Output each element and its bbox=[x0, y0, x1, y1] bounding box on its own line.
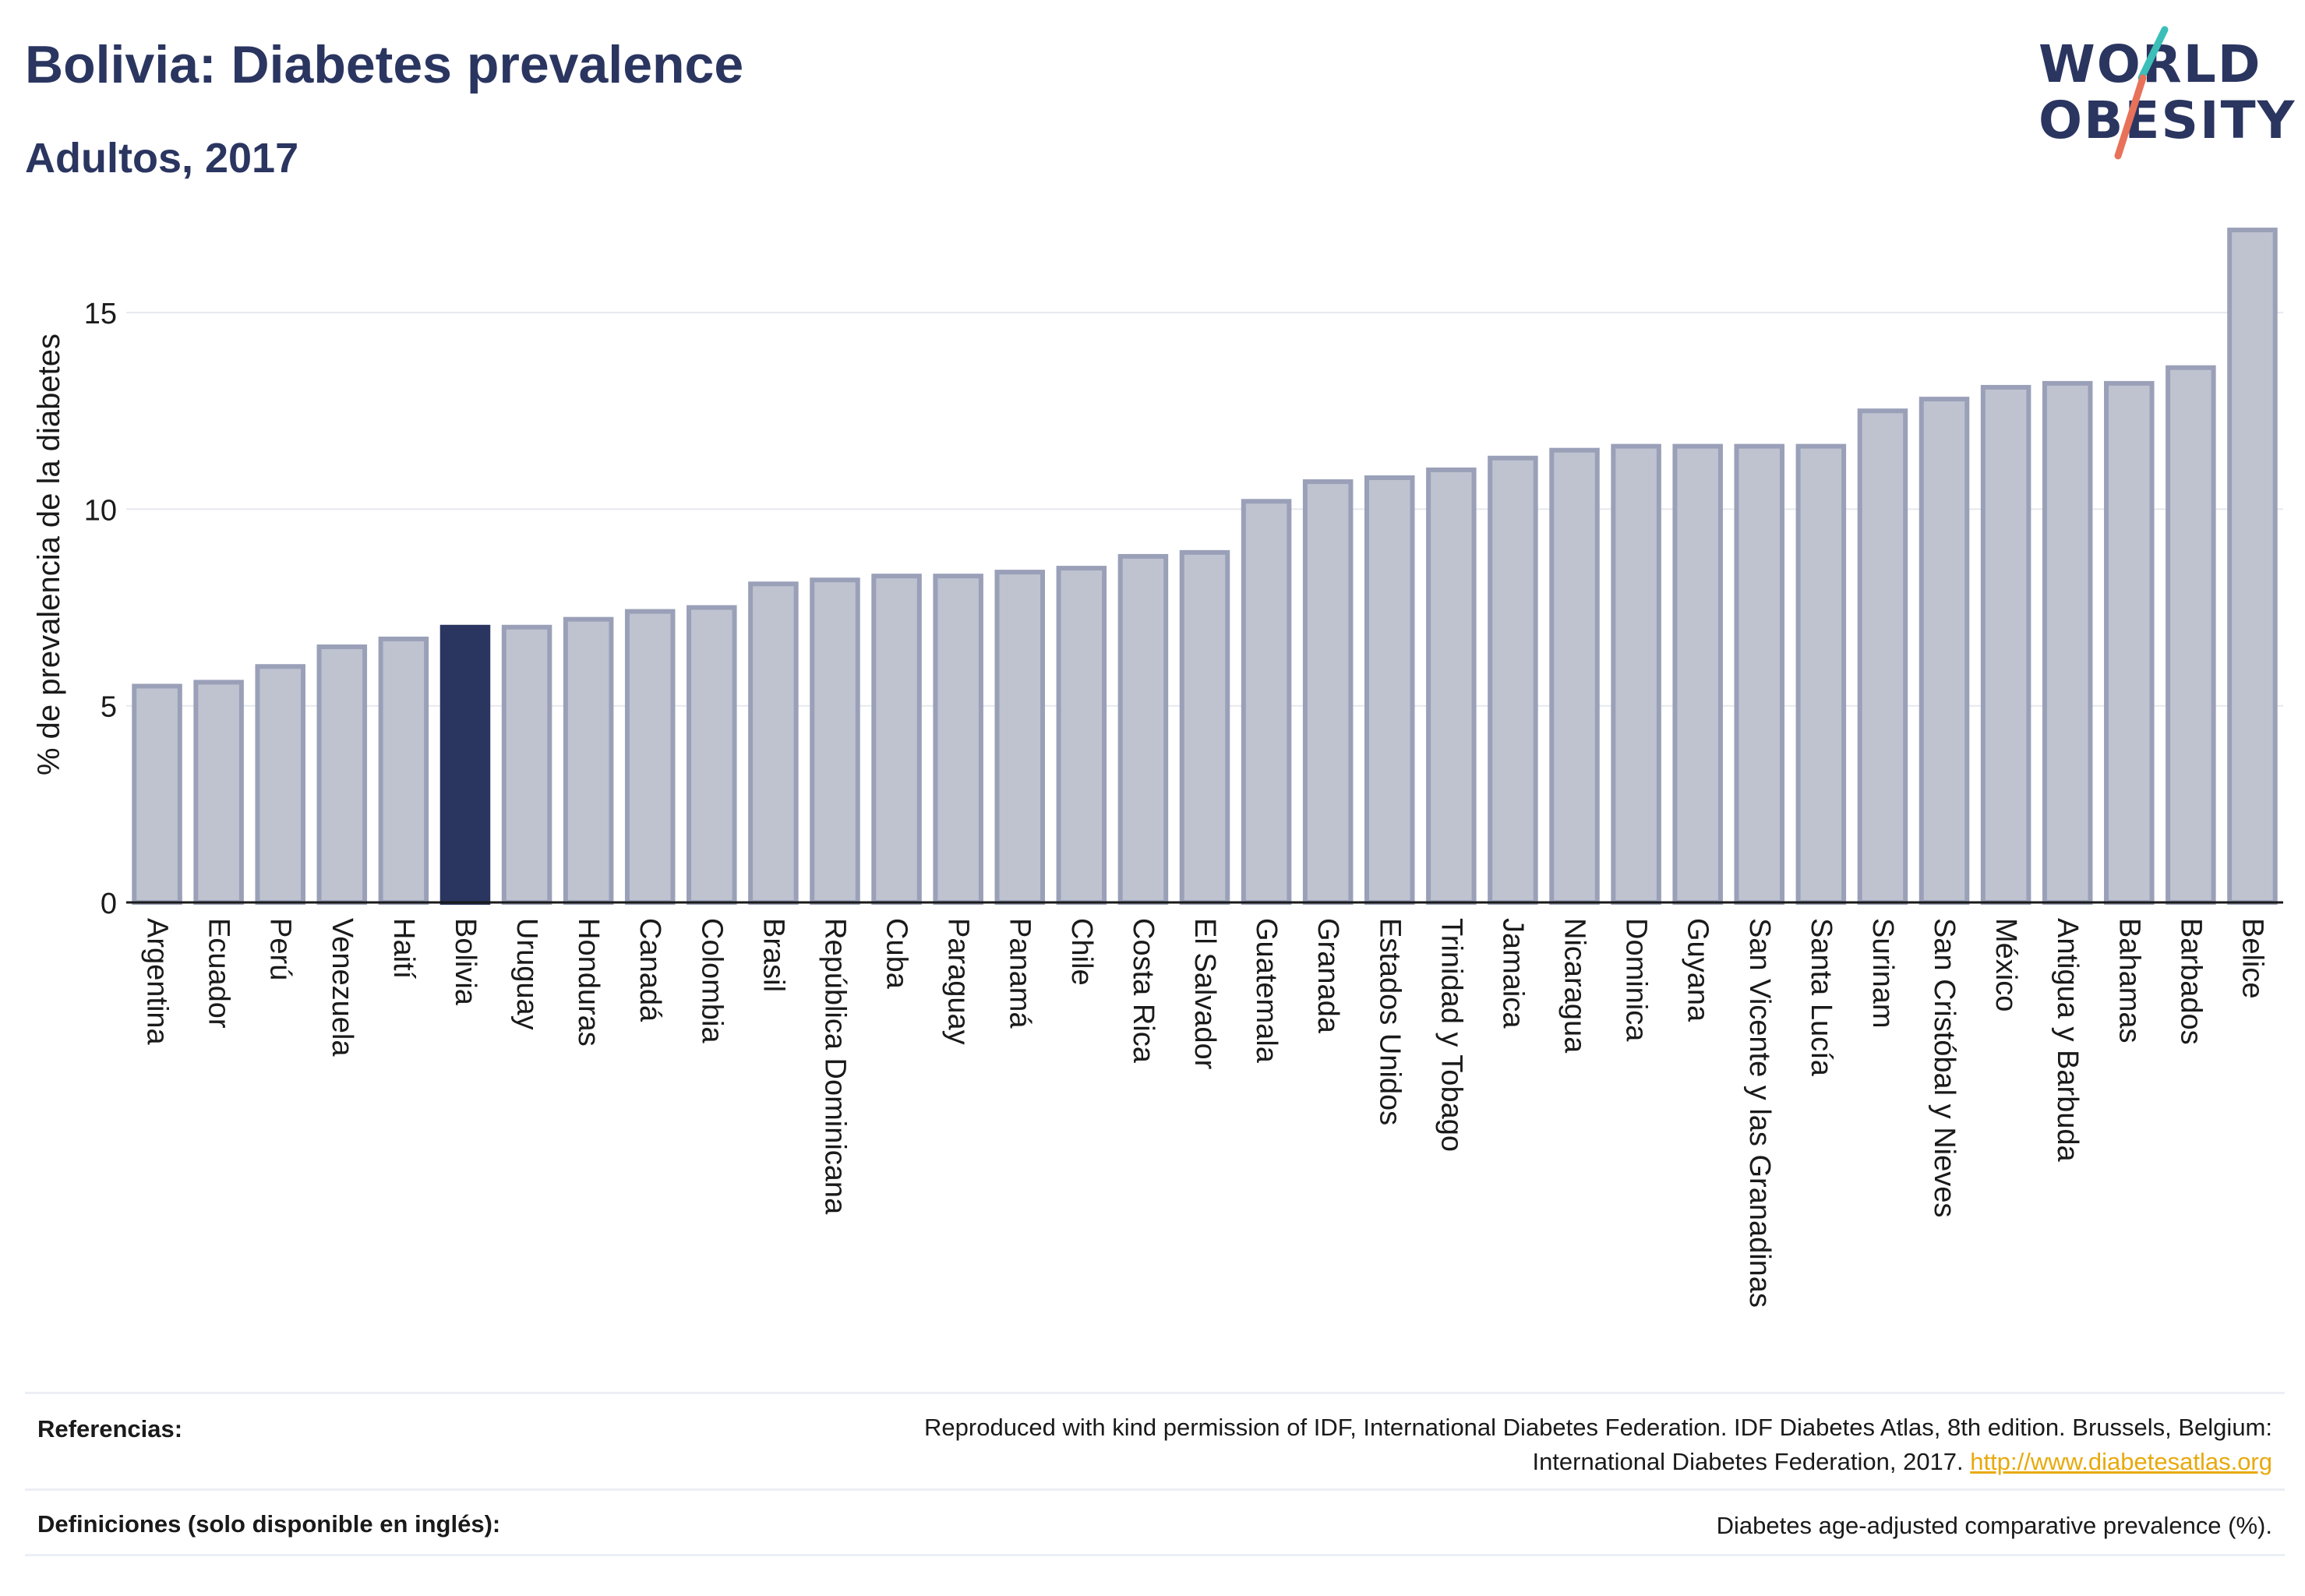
x-tick-label: Cuba bbox=[881, 918, 913, 990]
references-text: Reproduced with kind permission of IDF, … bbox=[924, 1411, 2272, 1479]
x-tick-label: Nicaragua bbox=[1558, 918, 1591, 1054]
bar-san-cristóbal-y-nieves bbox=[1918, 397, 1970, 905]
x-tick-label: Surinam bbox=[1866, 918, 1899, 1029]
x-tick-label: Bahamas bbox=[2113, 918, 2145, 1043]
x-tick-label: Venezuela bbox=[326, 918, 358, 1057]
bar-cuba bbox=[871, 574, 922, 906]
x-tick-label: Chile bbox=[1065, 918, 1098, 986]
x-tick-label: Perú bbox=[264, 918, 297, 980]
bar-bolivia bbox=[439, 624, 491, 905]
bar-república-dominicana bbox=[810, 577, 860, 905]
bar-antigua-y-barbuda bbox=[2042, 380, 2093, 906]
world-obesity-logo: WORLD OBESITY bbox=[2026, 23, 2294, 164]
bar-trinidad-y-tobago bbox=[1426, 467, 1477, 905]
bar-haití bbox=[378, 636, 429, 905]
x-tick-label: República Dominicana bbox=[818, 918, 851, 1215]
x-tick-label: Ecuador bbox=[203, 918, 235, 1029]
x-tick-label: Uruguay bbox=[510, 918, 543, 1030]
x-tick-label: Honduras bbox=[572, 918, 605, 1047]
bar-venezuela bbox=[316, 644, 368, 905]
x-tick-label: Estados Unidos bbox=[1373, 918, 1406, 1125]
x-tick-label: San Cristóbal y Nieves bbox=[1928, 918, 1961, 1217]
x-tick-label: Guyana bbox=[1682, 918, 1714, 1022]
bar-santa-lucía bbox=[1795, 443, 1847, 905]
bar-perú bbox=[255, 664, 305, 906]
bars bbox=[132, 228, 2278, 906]
bar-panamá bbox=[994, 570, 1046, 905]
footer-references: Referencias: Reproduced with kind permis… bbox=[25, 1403, 2285, 1488]
x-tick-label: Granada bbox=[1311, 918, 1344, 1034]
definitions-label: Definiciones (solo disponible en inglés)… bbox=[37, 1510, 501, 1538]
x-tick-label: Jamaica bbox=[1496, 918, 1529, 1029]
page-title: Bolivia: Diabetes prevalence bbox=[25, 35, 744, 94]
bar-barbados bbox=[2166, 365, 2216, 905]
x-tick-label: Dominica bbox=[1620, 918, 1653, 1042]
page-subtitle: Adultos, 2017 bbox=[25, 135, 299, 182]
bar-el-salvador bbox=[1179, 549, 1230, 905]
footer-definitions: Definiciones (solo disponible en inglés)… bbox=[25, 1498, 2285, 1552]
references-line-1: Reproduced with kind permission of IDF, … bbox=[924, 1414, 2272, 1441]
x-tick-label: Brasil bbox=[757, 918, 789, 992]
bar-belice bbox=[2227, 228, 2278, 906]
x-tick-label: Trinidad y Tobago bbox=[1435, 918, 1467, 1152]
definitions-text: Diabetes age-adjusted comparative preval… bbox=[1716, 1512, 2272, 1539]
x-tick-label: Santa Lucía bbox=[1805, 918, 1837, 1077]
bar-colombia bbox=[687, 605, 737, 905]
bar-uruguay bbox=[501, 624, 552, 905]
x-tick-label: México bbox=[1989, 918, 2022, 1012]
y-axis-label: % de prevalencia de la diabetes bbox=[32, 334, 66, 775]
x-tick-label: Canadá bbox=[634, 918, 666, 1022]
bar-jamaica bbox=[1488, 455, 1538, 905]
bar-guyana bbox=[1672, 443, 1723, 905]
bar-nicaragua bbox=[1549, 447, 1600, 905]
x-tick-label: Panamá bbox=[1004, 918, 1036, 1029]
x-tick-label: Bolivia bbox=[449, 918, 482, 1006]
bar-chart: 0 5 10 15 Argentina Ecuador Perú Venezuela Hait… bbox=[32, 228, 2283, 1308]
footer-divider-bottom bbox=[25, 1554, 2285, 1556]
x-tick-label: San Vicente y las Granadinas bbox=[1743, 918, 1776, 1308]
bar-brasil bbox=[748, 581, 799, 905]
bar-canadá bbox=[624, 609, 676, 906]
x-tick-label: Colombia bbox=[695, 918, 728, 1043]
y-tick-label: 15 bbox=[84, 298, 117, 330]
bar-san-vicente-y-las-granadinas bbox=[1734, 443, 1785, 905]
x-tick-label: Barbados bbox=[2174, 918, 2207, 1045]
x-tick-label: Paraguay bbox=[942, 918, 975, 1045]
footer-divider-middle bbox=[25, 1488, 2285, 1491]
x-axis-labels: Argentina Ecuador Perú Venezuela Haití Bolivi… bbox=[141, 918, 2269, 1308]
bar-honduras bbox=[563, 616, 614, 905]
bar-guatemala bbox=[1241, 499, 1292, 905]
logo-slash-icon bbox=[2114, 26, 2169, 160]
bar-costa-rica bbox=[1117, 553, 1169, 906]
references-line-2-text: International Diabetes Federation, 2017. bbox=[1532, 1448, 1964, 1475]
bar-dominica bbox=[1611, 443, 1661, 905]
bar-paraguay bbox=[933, 574, 983, 906]
bar-bahamas bbox=[2104, 380, 2155, 906]
y-tick-label: 0 bbox=[101, 888, 117, 920]
x-tick-label: Argentina bbox=[141, 918, 174, 1046]
bar-estados-unidos bbox=[1364, 475, 1415, 905]
y-tick-label: 5 bbox=[101, 691, 117, 724]
bar-chile bbox=[1056, 566, 1107, 905]
x-tick-label: Belice bbox=[2236, 918, 2268, 999]
bar-argentina bbox=[132, 683, 182, 906]
x-tick-label: Haití bbox=[387, 918, 420, 980]
bar-ecuador bbox=[193, 680, 244, 905]
y-axis-ticks: 0 5 10 15 bbox=[84, 298, 117, 920]
diabetes-atlas-link[interactable]: http://www.diabetesatlas.org bbox=[1970, 1448, 2272, 1475]
logo-word-bottom: OBESITY bbox=[2038, 90, 2296, 150]
bar-granada bbox=[1302, 479, 1354, 905]
y-tick-label: 10 bbox=[84, 494, 117, 527]
x-tick-label: Costa Rica bbox=[1127, 918, 1160, 1064]
x-tick-label: Antigua y Barbuda bbox=[2051, 918, 2084, 1163]
x-tick-label: Guatemala bbox=[1250, 918, 1283, 1064]
references-line-2: International Diabetes Federation, 2017.… bbox=[924, 1445, 2272, 1479]
bar-méxico bbox=[1980, 384, 2031, 905]
x-tick-label: El Salvador bbox=[1188, 918, 1221, 1070]
bar-surinam bbox=[1857, 408, 1908, 905]
references-label: Referencias: bbox=[37, 1415, 183, 1442]
footer-divider-top bbox=[25, 1392, 2285, 1394]
